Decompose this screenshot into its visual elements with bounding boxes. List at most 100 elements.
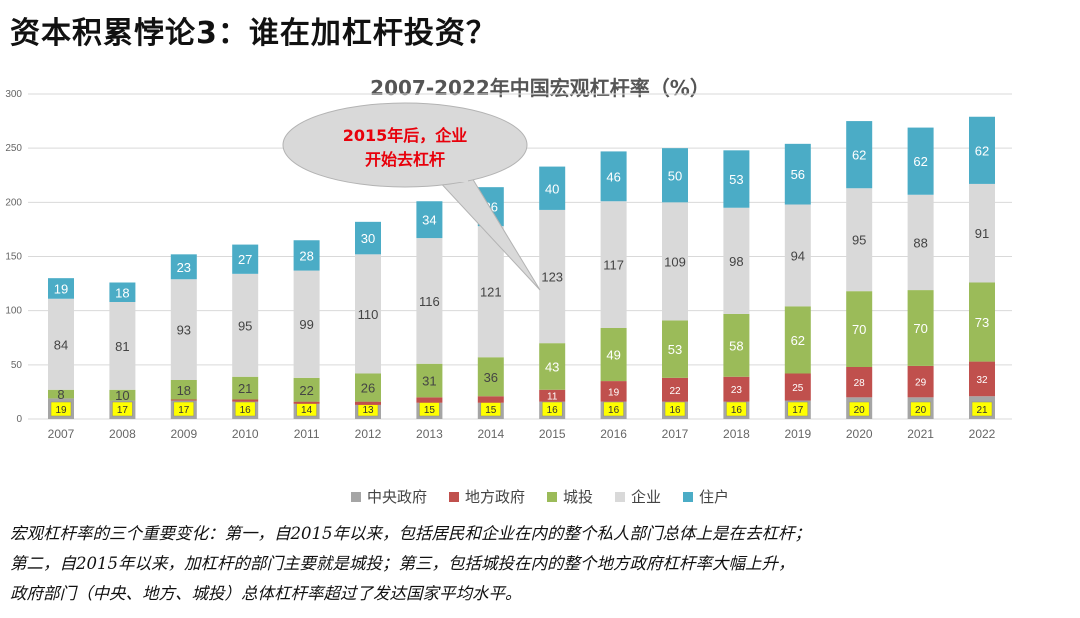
bar-segment xyxy=(539,209,566,344)
data-label: 93 xyxy=(177,323,191,338)
legend-swatch xyxy=(683,491,694,502)
data-label: 62 xyxy=(975,143,989,158)
bar-segment xyxy=(784,204,811,307)
data-label: 123 xyxy=(541,270,563,285)
bar-segment xyxy=(600,381,627,402)
chart-legend: 中央政府 地方政府 城投 企业 住户 xyxy=(0,486,1080,507)
legend-label: 地方政府 xyxy=(464,488,525,506)
data-label: 94 xyxy=(791,248,805,263)
stacked-bar-chart: 0501001502002503001968841920071701081182… xyxy=(5,89,1012,441)
data-label: 88 xyxy=(913,235,927,250)
callout-line-2: 开始去杠杆 xyxy=(365,150,445,169)
legend-item: 地方政府 xyxy=(448,486,525,507)
legend-item: 企业 xyxy=(615,486,661,507)
x-tick-label: 2012 xyxy=(355,427,382,441)
data-label: 22 xyxy=(669,386,681,397)
data-label: 109 xyxy=(664,254,686,269)
data-label: 98 xyxy=(729,254,743,269)
data-label: 116 xyxy=(419,294,440,309)
legend-swatch xyxy=(448,491,459,502)
y-tick-label: 250 xyxy=(5,143,22,154)
x-tick-label: 2022 xyxy=(969,427,996,441)
data-label: 70 xyxy=(913,321,927,336)
data-label: 62 xyxy=(791,333,805,348)
data-label: 81 xyxy=(115,339,129,354)
data-label: 16 xyxy=(608,405,620,416)
data-label: 26 xyxy=(361,381,375,396)
data-label: 16 xyxy=(669,405,681,416)
data-label: 23 xyxy=(731,385,743,396)
legend-label: 企业 xyxy=(631,488,662,506)
data-label: 62 xyxy=(913,154,927,169)
bar-segment xyxy=(723,207,750,314)
bar-segment xyxy=(355,221,381,255)
data-label: 95 xyxy=(852,233,866,248)
x-tick-label: 2018 xyxy=(723,427,750,441)
slide-title: 资本积累悖论3：谁在加杠杆投资？ xyxy=(10,16,497,51)
bar-segment xyxy=(48,278,74,299)
bar-segment xyxy=(907,194,934,291)
bar-segment xyxy=(48,298,74,390)
data-label: 62 xyxy=(852,148,866,163)
bar-segment xyxy=(662,148,688,203)
bar-segment xyxy=(907,127,934,195)
data-label: 99 xyxy=(299,317,313,332)
note-line-1: 宏观杠杆率的三个重要变化：第一，自2015年以来，包括居民和企业在内的整个私人部… xyxy=(10,524,811,543)
callout-line-1: 2015年后，企业 xyxy=(343,126,468,145)
bar-segment xyxy=(355,373,381,402)
bar-segment xyxy=(170,279,197,380)
legend-item: 中央政府 xyxy=(350,486,427,507)
data-label: 17 xyxy=(117,405,129,416)
x-tick-label: 2013 xyxy=(416,427,443,441)
x-tick-label: 2017 xyxy=(662,427,689,441)
data-label: 40 xyxy=(545,181,559,196)
data-label: 20 xyxy=(915,405,927,416)
y-tick-label: 100 xyxy=(5,306,22,317)
x-tick-label: 2015 xyxy=(539,427,566,441)
x-tick-label: 2008 xyxy=(109,427,136,441)
data-label: 27 xyxy=(238,252,252,267)
data-label: 15 xyxy=(424,405,436,416)
data-label-box xyxy=(726,401,747,417)
y-tick-label: 50 xyxy=(11,360,23,371)
bar-segment xyxy=(539,166,566,210)
data-label: 15 xyxy=(485,405,497,416)
bar-segment xyxy=(232,244,259,274)
bar-segment xyxy=(416,201,443,239)
x-tick-label: 2021 xyxy=(907,427,934,441)
bar-segment xyxy=(723,150,750,208)
data-label: 14 xyxy=(301,405,313,416)
bar-segment xyxy=(846,188,873,292)
bar-segment xyxy=(539,343,566,390)
data-label: 16 xyxy=(731,405,743,416)
data-label: 16 xyxy=(547,405,559,416)
x-tick-label: 2011 xyxy=(294,427,320,441)
data-label: 22 xyxy=(299,383,313,398)
note-line-3: 政府部门（中央、地方、城投）总体杠杆率超过了发达国家平均水平。 xyxy=(10,584,522,603)
data-label: 28 xyxy=(854,378,866,389)
bar-segment xyxy=(846,121,873,189)
y-tick-label: 0 xyxy=(16,414,22,425)
bar-segment xyxy=(784,143,811,205)
data-label: 43 xyxy=(545,359,559,374)
data-label: 58 xyxy=(729,338,743,353)
y-tick-label: 300 xyxy=(5,89,22,100)
data-label: 84 xyxy=(54,337,68,352)
data-label: 17 xyxy=(792,405,804,416)
bar-segment xyxy=(109,282,136,302)
callout-bubble xyxy=(282,102,528,188)
data-label: 28 xyxy=(299,248,313,263)
data-label: 20 xyxy=(854,405,866,416)
legend-swatch xyxy=(350,491,361,502)
bar-segment xyxy=(416,238,443,364)
data-label: 25 xyxy=(792,383,804,394)
data-label: 30 xyxy=(361,231,375,246)
data-label: 49 xyxy=(606,348,620,363)
bar-segment xyxy=(907,365,934,398)
bar-segment xyxy=(723,313,750,377)
data-label: 31 xyxy=(422,374,436,389)
data-label: 21 xyxy=(976,405,988,416)
note-line-2: 第二，自2015年以来，加杠杆的部门主要就是城投；第三，包括城投在内的整个地方政… xyxy=(10,554,795,573)
data-label: 11 xyxy=(547,392,558,403)
bar-segment xyxy=(600,328,627,382)
